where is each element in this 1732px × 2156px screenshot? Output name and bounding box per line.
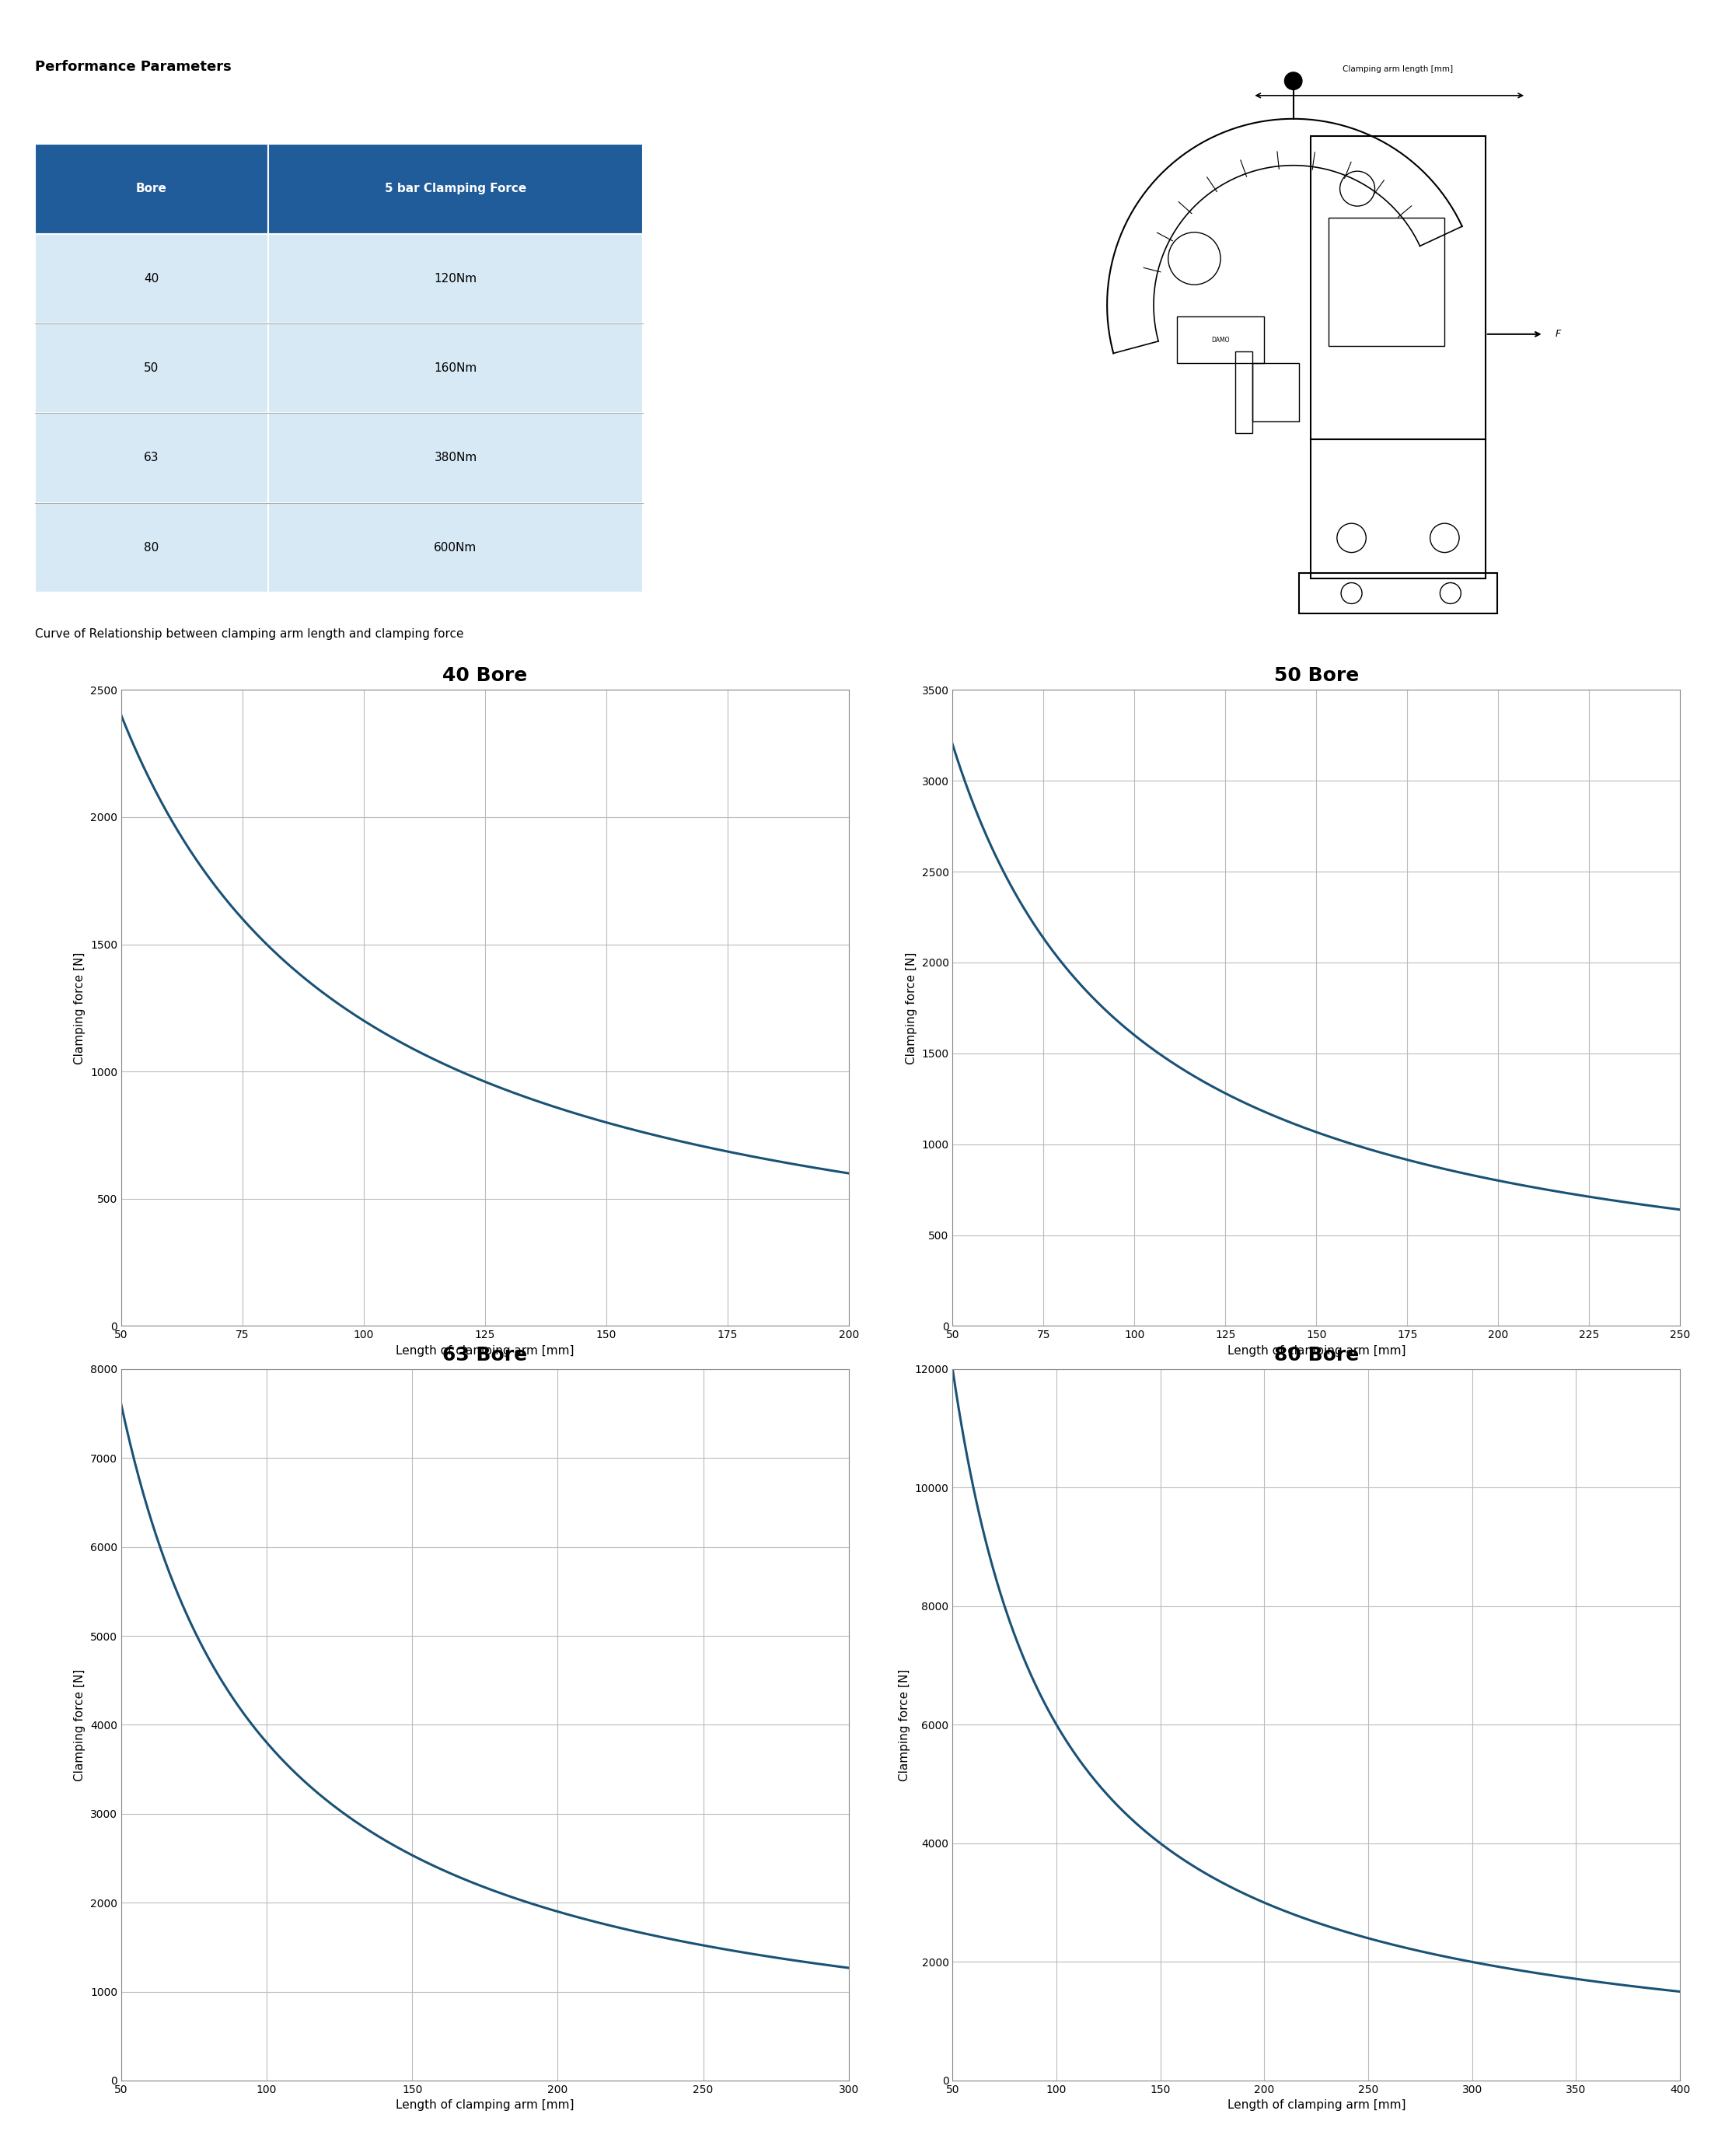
Bar: [1328, 218, 1444, 345]
Text: 50: 50: [144, 362, 159, 375]
Bar: [1299, 573, 1496, 614]
Text: F: F: [1555, 330, 1561, 338]
FancyBboxPatch shape: [268, 233, 643, 323]
FancyBboxPatch shape: [35, 144, 268, 233]
Bar: [1311, 440, 1486, 578]
Y-axis label: Clamping force [N]: Clamping force [N]: [899, 1669, 911, 1781]
FancyBboxPatch shape: [35, 414, 268, 502]
Text: 600Nm: 600Nm: [435, 541, 476, 554]
X-axis label: Length of clamping arm [mm]: Length of clamping arm [mm]: [395, 2100, 575, 2111]
Bar: [1235, 351, 1252, 433]
Text: 120Nm: 120Nm: [435, 272, 476, 285]
X-axis label: Length of clamping arm [mm]: Length of clamping arm [mm]: [1226, 1345, 1406, 1356]
Text: Curve of Relationship between clamping arm length and clamping force: Curve of Relationship between clamping a…: [35, 627, 464, 640]
FancyBboxPatch shape: [35, 502, 268, 593]
Text: DAMO: DAMO: [1211, 336, 1230, 343]
Title: 63 Bore: 63 Bore: [443, 1345, 527, 1365]
X-axis label: Length of clamping arm [mm]: Length of clamping arm [mm]: [1226, 2100, 1406, 2111]
X-axis label: Length of clamping arm [mm]: Length of clamping arm [mm]: [395, 1345, 575, 1356]
Bar: [1178, 317, 1264, 362]
Bar: [1252, 362, 1299, 423]
Text: 5 bar Clamping Force: 5 bar Clamping Force: [385, 183, 527, 194]
Text: 160Nm: 160Nm: [435, 362, 476, 375]
Y-axis label: Clamping force [N]: Clamping force [N]: [906, 951, 918, 1065]
FancyBboxPatch shape: [268, 144, 643, 233]
Title: 80 Bore: 80 Bore: [1273, 1345, 1360, 1365]
Text: 63: 63: [144, 453, 159, 464]
FancyBboxPatch shape: [268, 414, 643, 502]
FancyBboxPatch shape: [35, 233, 268, 323]
Y-axis label: Clamping force [N]: Clamping force [N]: [74, 1669, 87, 1781]
FancyBboxPatch shape: [35, 323, 268, 414]
Text: Clamping arm length [mm]: Clamping arm length [mm]: [1342, 65, 1453, 73]
Text: Bore: Bore: [137, 183, 166, 194]
Text: Performance Parameters: Performance Parameters: [35, 60, 230, 73]
Text: 80: 80: [144, 541, 159, 554]
Title: 40 Bore: 40 Bore: [442, 666, 528, 686]
Text: 40: 40: [144, 272, 159, 285]
Bar: [1311, 136, 1486, 440]
Text: 380Nm: 380Nm: [435, 453, 476, 464]
FancyBboxPatch shape: [268, 502, 643, 593]
Title: 50 Bore: 50 Bore: [1273, 666, 1360, 686]
Y-axis label: Clamping force [N]: Clamping force [N]: [74, 951, 87, 1065]
Circle shape: [1285, 71, 1302, 91]
FancyBboxPatch shape: [268, 323, 643, 414]
